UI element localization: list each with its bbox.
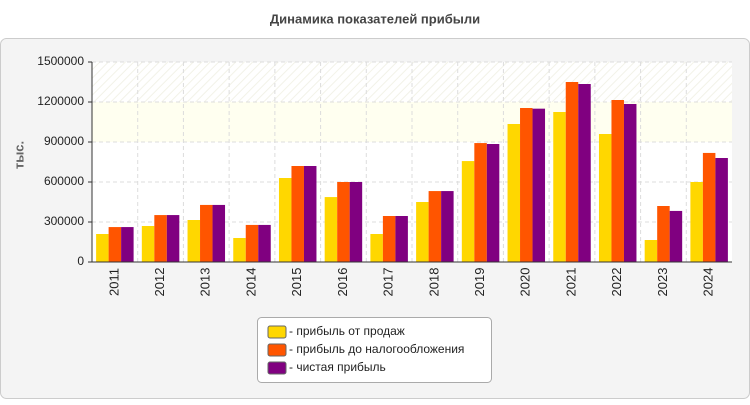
bar: [212, 204, 226, 262]
bar: [154, 215, 167, 262]
y-tick-label: 900000: [44, 134, 84, 148]
bar: [258, 224, 271, 262]
bar: [553, 112, 566, 262]
bar: [291, 166, 304, 262]
legend-label: - прибыль до налогообложения: [289, 342, 464, 356]
bar: [121, 227, 134, 262]
y-tick-label: 600000: [44, 174, 84, 188]
legend-swatch: [267, 325, 287, 339]
bar: [578, 84, 591, 262]
y-tick-label: 1200000: [37, 94, 84, 108]
legend-label: - прибыль от продаж: [289, 324, 405, 338]
y-tick-label: 0: [77, 254, 84, 268]
x-tick-label: 2011: [106, 268, 121, 296]
plot-band: [92, 62, 732, 102]
bar: [278, 178, 292, 262]
y-axis-label: тыс.: [11, 141, 26, 169]
x-tick-label: 2023: [655, 268, 670, 297]
bar: [141, 226, 155, 262]
bar: [657, 206, 670, 262]
bar: [532, 108, 546, 263]
bar: [349, 182, 363, 262]
x-tick-label: 2021: [563, 268, 578, 297]
legend-swatch: [267, 361, 287, 375]
bar: [611, 100, 624, 262]
x-tick-label: 2020: [518, 268, 533, 297]
bar: [520, 108, 533, 262]
x-tick-label: 2019: [472, 268, 487, 297]
bar: [669, 210, 683, 262]
bar: [644, 240, 658, 262]
x-tick-label: 2015: [289, 268, 304, 297]
bar: [370, 234, 383, 262]
x-tick-label: 2022: [609, 268, 624, 297]
x-tick-label: 2018: [426, 268, 441, 297]
bar: [441, 191, 454, 262]
bar: [200, 204, 213, 262]
bar: [507, 124, 521, 262]
bar: [598, 134, 612, 262]
bar: [96, 234, 109, 262]
bar: [486, 144, 500, 262]
bar: [565, 82, 579, 262]
bar: [474, 143, 487, 262]
bar: [245, 224, 259, 262]
bar: [166, 215, 180, 262]
bar: [416, 202, 429, 262]
y-tick-label: 1500000: [37, 54, 84, 68]
x-tick-label: 2017: [381, 268, 396, 297]
legend-label: - чистая прибыль: [289, 360, 386, 374]
chart-title: Динамика показателей прибыли: [270, 11, 480, 26]
bar: [715, 158, 728, 262]
legend: [257, 317, 492, 383]
bar: [187, 220, 201, 262]
x-tick-label: 2013: [198, 268, 213, 297]
bar: [382, 216, 396, 262]
bar: [461, 161, 475, 262]
x-tick-label: 2024: [701, 268, 716, 297]
bar: [303, 166, 317, 262]
bar: [702, 152, 716, 262]
x-tick-label: 2016: [335, 268, 350, 297]
bar: [337, 182, 350, 262]
legend-swatch: [267, 343, 287, 357]
bar: [428, 191, 442, 262]
bar: [690, 182, 703, 262]
bar: [233, 238, 246, 262]
bar: [108, 227, 122, 262]
bar: [395, 216, 408, 262]
bar: [623, 104, 637, 262]
bar: [324, 197, 338, 262]
x-tick-label: 2014: [243, 268, 258, 297]
y-tick-label: 300000: [44, 214, 84, 228]
x-tick-label: 2012: [152, 268, 167, 297]
